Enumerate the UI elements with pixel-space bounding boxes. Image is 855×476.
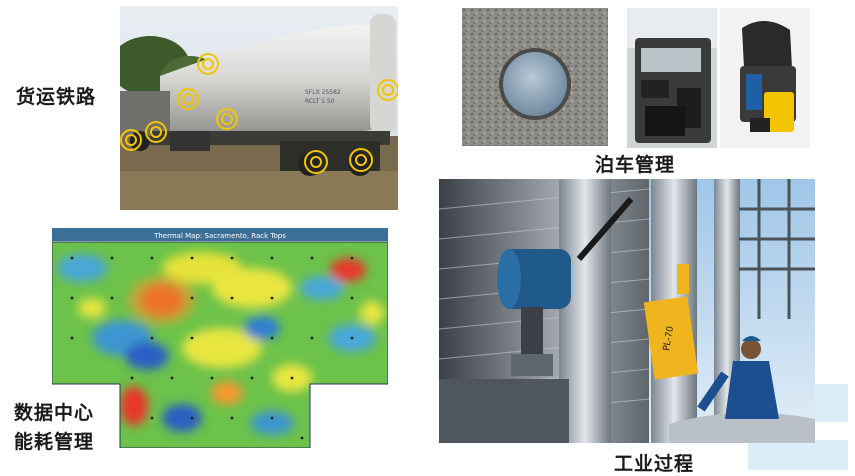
sensor-ring [177, 88, 199, 110]
sensor-ring [304, 150, 328, 174]
sensor-ring [349, 148, 373, 172]
thermal-map-title: Thermal Map: Sacramento, Rack Tops [153, 232, 286, 240]
label-freight-rail: 货运铁路 [16, 86, 97, 108]
thermal-map: Thermal Map: Sacramento, Rack Tops [52, 228, 388, 448]
label-datacenter-line1: 数据中心 [14, 402, 95, 424]
label-parking: 泊车管理 [595, 154, 676, 176]
label-industrial: 工业过程 [614, 453, 695, 475]
sensor-ring [120, 129, 142, 151]
sensor-ring [197, 53, 219, 75]
parking-sensor-pavement-photo [462, 8, 608, 146]
label-datacenter-line2: 能耗管理 [14, 431, 95, 453]
decor-block-2 [748, 440, 848, 470]
sensor-ring [377, 79, 398, 101]
tank-marking-2: RCLT 1.50 [305, 98, 335, 105]
parking-meter-photo [627, 8, 717, 148]
thermal-map-header [52, 228, 388, 241]
pipe-tag-text: PL-70 [662, 325, 676, 352]
rail-tank-car-photo: SFLX 25582 RCLT 1.50 [120, 6, 398, 210]
worker [697, 336, 779, 419]
transmitter [497, 249, 571, 376]
sensor-ring [216, 108, 238, 130]
industrial-process-photo: PL-70 [439, 179, 815, 443]
tank-marking-1: SFLX 25582 [305, 89, 341, 96]
pipe-tag: PL-70 [643, 296, 699, 380]
sensor-device-photo [720, 8, 810, 148]
sensor-ring [145, 121, 167, 143]
